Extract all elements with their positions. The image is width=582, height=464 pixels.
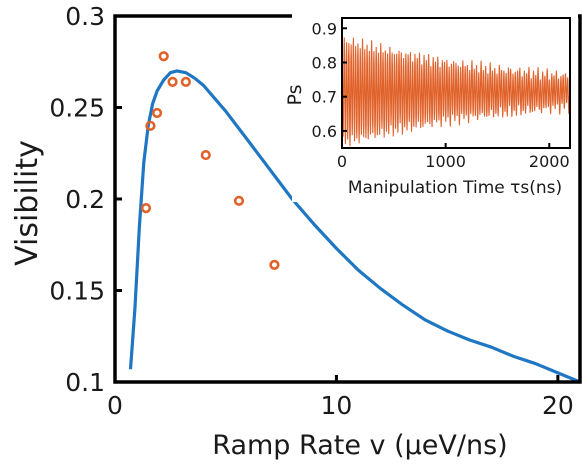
fit-curve-layer [128,69,581,384]
data-point [145,120,156,131]
inset-trace-layer [341,37,571,147]
inset-x-tick-label: 0 [337,152,347,171]
data-point [151,107,163,119]
x-tick-label: 10 [321,391,353,420]
inset-y-tick-label: 0.8 [312,53,337,72]
data-point [180,76,191,87]
x-axis-label: Ramp Rate v (μeV/ns) [212,430,507,461]
inset-y-axis-label: Ps [284,84,306,105]
data-point [140,203,152,214]
data-point [269,259,280,270]
main-tick-labels: 0 10 20 0.1 0.15 0.2 0.25 0.3 [49,2,573,420]
inset-chart: 0 1000 2000 0.6 0.7 0.8 0.9 Ps Manipulation Ti… [284,12,578,202]
inset-tick-labels: 0 1000 2000 0.6 0.7 0.8 0.9 [312,19,570,171]
y-tick-label: 0.15 [49,277,105,306]
inset-x-tick-label: 2000 [529,152,570,171]
fit-curve [128,69,581,384]
data-point [200,149,211,161]
inset-y-tick-label: 0.6 [312,122,337,141]
data-point [233,195,245,206]
y-tick-label: 0.2 [65,185,105,214]
inset-y-tick-label: 0.7 [312,88,337,107]
y-axis-label: Visibility [10,140,45,266]
x-tick-label: 0 [107,391,123,420]
data-points-layer [140,51,280,270]
x-tick-label: 20 [542,391,574,420]
data-point [167,76,178,87]
y-tick-label: 0.25 [49,94,105,123]
y-tick-label: 0.3 [65,2,105,31]
inset-plot-frame [341,17,571,149]
inset-x-tick-label: 1000 [425,152,466,171]
inset-trace [341,37,571,147]
data-point [158,51,169,62]
inset-y-tick-label: 0.9 [312,19,337,38]
y-tick-label: 0.1 [65,368,105,397]
inset-x-axis-label: Manipulation Time τs(ns) [348,178,562,198]
